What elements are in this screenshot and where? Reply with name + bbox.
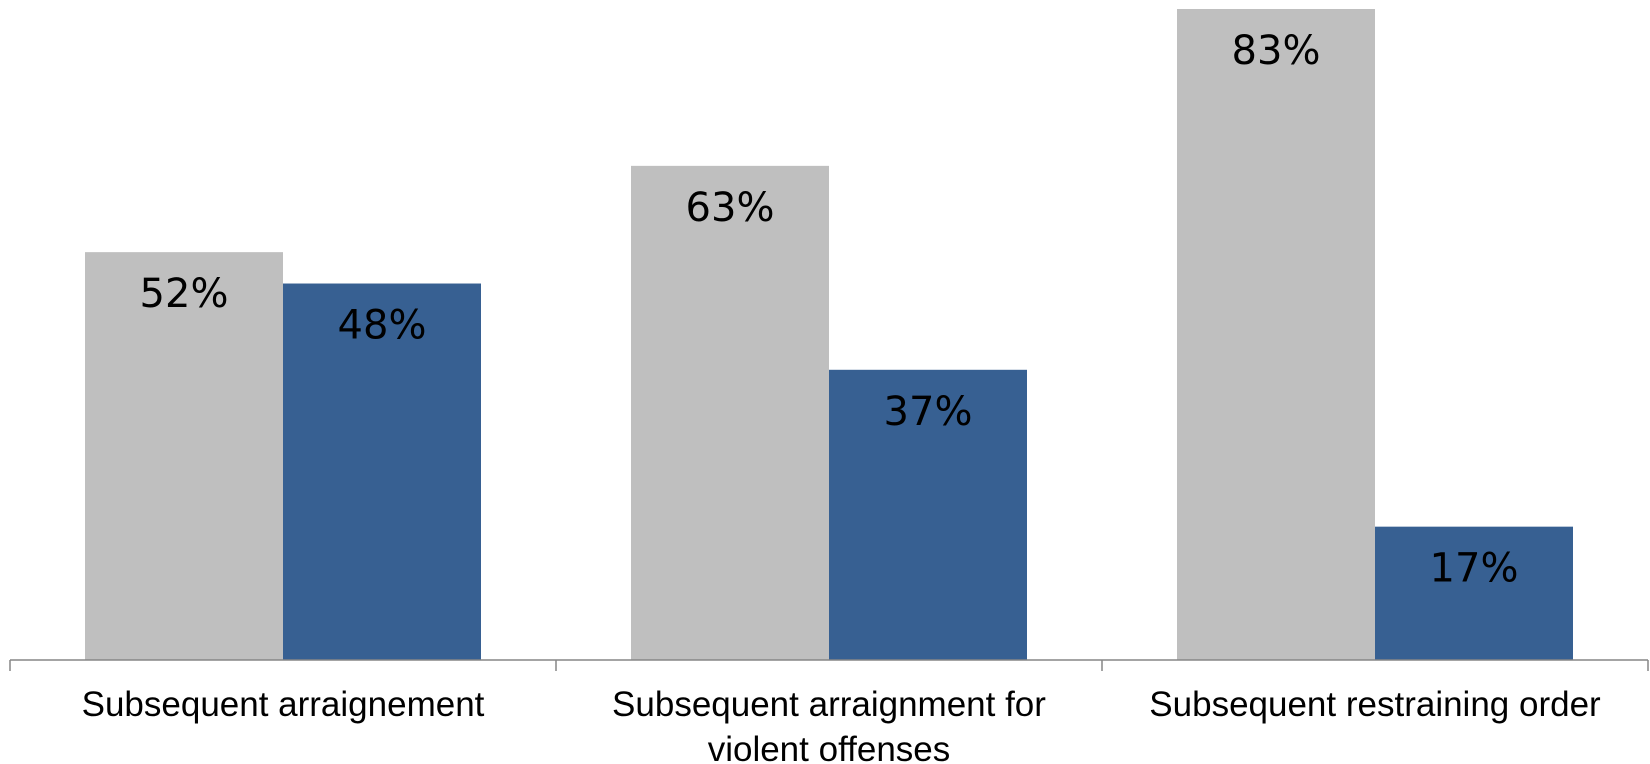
value-labels-group: 52% 48% 63% 37% 83% 17% bbox=[140, 28, 1519, 592]
category-label: violent offenses bbox=[708, 730, 951, 764]
bar-series-1-cat-3 bbox=[1177, 9, 1375, 660]
bars-group bbox=[85, 9, 1573, 660]
category-labels-group: Subsequent arraignement Subsequent arraig… bbox=[82, 685, 1601, 764]
category-label: Subsequent arraignement bbox=[82, 685, 485, 724]
data-label: 52% bbox=[140, 271, 229, 317]
category-label: Subsequent arraignment for bbox=[612, 685, 1046, 724]
data-label: 63% bbox=[686, 185, 775, 231]
data-label: 83% bbox=[1232, 28, 1321, 74]
bar-series-2-cat-3 bbox=[1375, 526, 1573, 660]
category-label: Subsequent restraining order bbox=[1149, 685, 1601, 724]
data-label: 37% bbox=[884, 389, 973, 435]
data-label: 17% bbox=[1430, 546, 1519, 592]
bar-series-2-cat-1 bbox=[283, 283, 481, 660]
bar-series-1-cat-1 bbox=[85, 252, 283, 660]
data-label: 48% bbox=[338, 303, 427, 349]
bar-series-1-cat-2 bbox=[631, 165, 829, 660]
x-axis bbox=[9, 659, 1649, 671]
bar-series-2-cat-2 bbox=[829, 369, 1027, 660]
